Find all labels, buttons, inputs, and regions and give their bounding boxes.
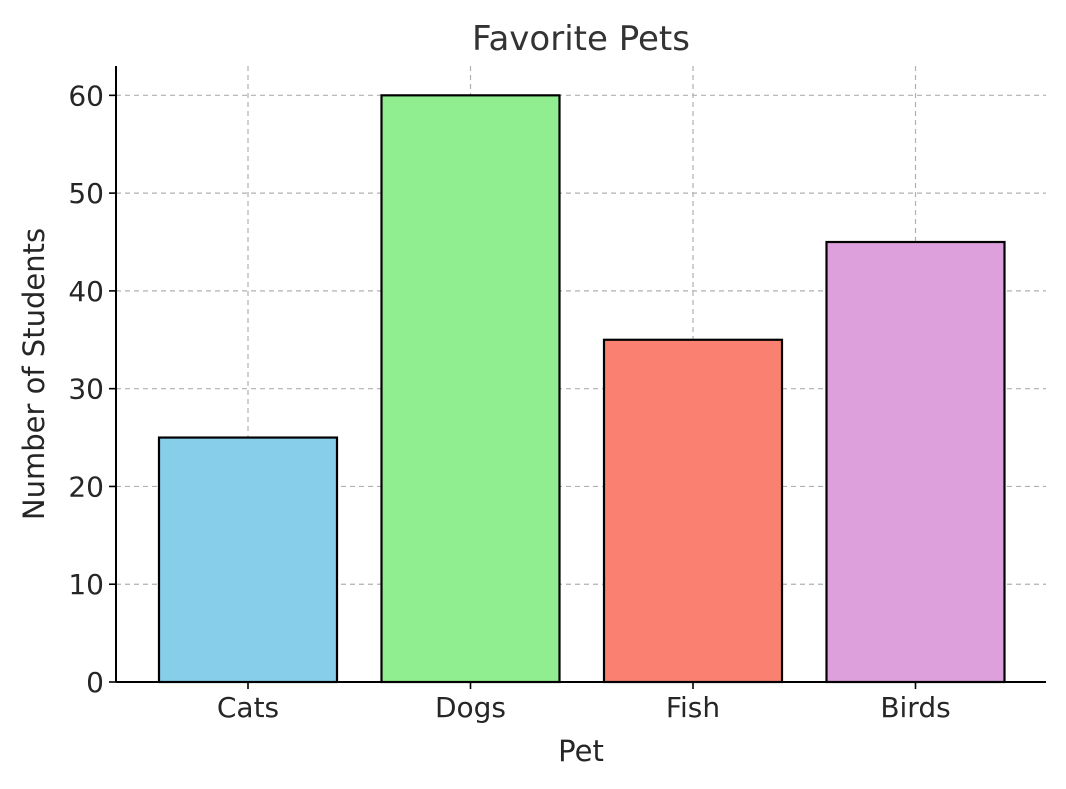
bar-dogs: [380, 94, 561, 684]
x-tick-label: Birds: [880, 691, 950, 724]
y-tick-label: 30: [68, 373, 104, 406]
axes: [115, 66, 1046, 683]
x-axis-label: Pet: [558, 734, 604, 768]
x-tick-label: Cats: [217, 691, 279, 724]
bars: [157, 94, 1006, 684]
bar-fish: [602, 338, 784, 684]
y-tick-label: 0: [86, 666, 104, 699]
bar-cats: [157, 436, 339, 684]
y-tick-label: 10: [68, 568, 104, 601]
chart-title: Favorite Pets: [472, 19, 690, 59]
y-tick-label: 40: [68, 275, 104, 308]
ticks: 0 10 20 30 40 50 60 Cats Dogs Fish Birds: [68, 79, 950, 724]
y-axis-label: Number of Students: [17, 228, 51, 520]
x-tick-label: Fish: [666, 691, 720, 724]
x-tick-label: Dogs: [435, 691, 506, 724]
y-tick-label: 20: [68, 470, 104, 503]
bar-birds: [825, 240, 1006, 684]
y-tick-label: 50: [68, 177, 104, 210]
y-tick-label: 60: [68, 79, 104, 112]
